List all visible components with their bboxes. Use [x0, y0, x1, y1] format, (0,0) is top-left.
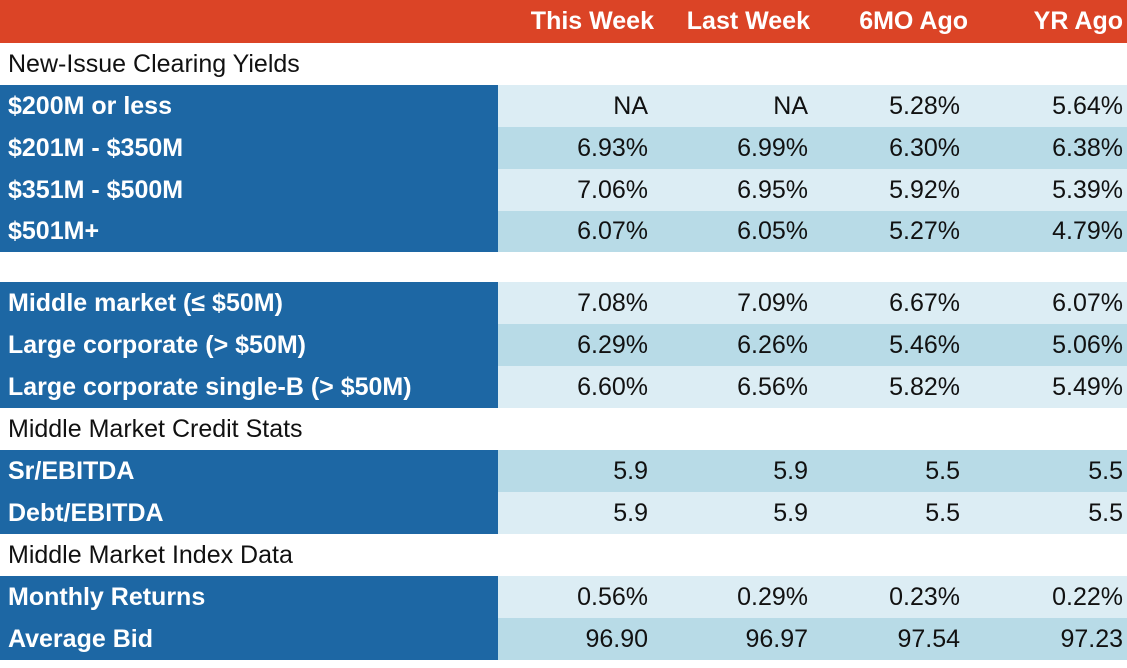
row-label: Middle market (≤ $50M) — [0, 282, 498, 324]
section-title-row: Middle Market Index Data — [0, 534, 1127, 576]
cell-yr-ago: 5.06% — [972, 324, 1127, 366]
row-label: Average Bid — [0, 618, 498, 660]
cell-this-week: NA — [498, 85, 658, 127]
cell-last-week: 96.97 — [658, 618, 814, 660]
cell-yr-ago: 4.79% — [972, 211, 1127, 253]
table-row: $200M or less NA NA 5.28% 5.64% — [0, 85, 1127, 127]
cell-yr-ago: 6.38% — [972, 127, 1127, 169]
table-row: Middle market (≤ $50M) 7.08% 7.09% 6.67%… — [0, 282, 1127, 324]
table-row: Average Bid 96.90 96.97 97.54 97.23 — [0, 618, 1127, 660]
cell-yr-ago: 5.5 — [972, 450, 1127, 492]
table-row: Large corporate single-B (> $50M) 6.60% … — [0, 366, 1127, 408]
cell-last-week: 7.09% — [658, 282, 814, 324]
cell-this-week: 5.9 — [498, 492, 658, 534]
cell-last-week: 5.9 — [658, 450, 814, 492]
cell-last-week: 6.99% — [658, 127, 814, 169]
spacer-cell — [0, 252, 1127, 282]
row-label: $201M - $350M — [0, 127, 498, 169]
cell-this-week: 7.06% — [498, 169, 658, 211]
cell-6mo-ago: 5.28% — [814, 85, 972, 127]
cell-yr-ago: 0.22% — [972, 576, 1127, 618]
cell-6mo-ago: 6.30% — [814, 127, 972, 169]
table-row: $351M - $500M 7.06% 6.95% 5.92% 5.39% — [0, 169, 1127, 211]
row-label: Sr/EBITDA — [0, 450, 498, 492]
row-label: $351M - $500M — [0, 169, 498, 211]
spacer-row — [0, 252, 1127, 282]
cell-this-week: 6.07% — [498, 211, 658, 253]
cell-last-week: 6.26% — [658, 324, 814, 366]
cell-last-week: 6.95% — [658, 169, 814, 211]
cell-this-week: 6.60% — [498, 366, 658, 408]
section-title-row: New-Issue Clearing Yields — [0, 43, 1127, 85]
header-last-week: Last Week — [686, 7, 810, 35]
row-label: Monthly Returns — [0, 576, 498, 618]
cell-last-week: 0.29% — [658, 576, 814, 618]
cell-6mo-ago: 5.46% — [814, 324, 972, 366]
cell-this-week: 7.08% — [498, 282, 658, 324]
cell-yr-ago: 5.64% — [972, 85, 1127, 127]
header-yr-ago: YR Ago — [1033, 7, 1123, 35]
cell-last-week: 5.9 — [658, 492, 814, 534]
row-label: Debt/EBITDA — [0, 492, 498, 534]
cell-yr-ago: 5.49% — [972, 366, 1127, 408]
row-label: Large corporate single-B (> $50M) — [0, 366, 498, 408]
section-title-row: Middle Market Credit Stats — [0, 408, 1127, 450]
cell-6mo-ago: 5.82% — [814, 366, 972, 408]
cell-yr-ago: 6.07% — [972, 282, 1127, 324]
row-label: Large corporate (> $50M) — [0, 324, 498, 366]
cell-this-week: 6.29% — [498, 324, 658, 366]
cell-6mo-ago: 5.27% — [814, 211, 972, 253]
cell-6mo-ago: 6.67% — [814, 282, 972, 324]
table-row: Monthly Returns 0.56% 0.29% 0.23% 0.22% — [0, 576, 1127, 618]
row-label: $501M+ — [0, 211, 498, 253]
cell-yr-ago: 97.23 — [972, 618, 1127, 660]
cell-6mo-ago: 5.5 — [814, 492, 972, 534]
table-row: $201M - $350M 6.93% 6.99% 6.30% 6.38% — [0, 127, 1127, 169]
cell-6mo-ago: 0.23% — [814, 576, 972, 618]
cell-this-week: 6.93% — [498, 127, 658, 169]
header-row: This Week Last Week 6MO Ago YR Ago — [0, 0, 1127, 43]
cell-last-week: NA — [658, 85, 814, 127]
row-label: $200M or less — [0, 85, 498, 127]
cell-this-week: 96.90 — [498, 618, 658, 660]
header-6mo-ago: 6MO Ago — [859, 7, 968, 35]
table-row: Debt/EBITDA 5.9 5.9 5.5 5.5 — [0, 492, 1127, 534]
section-title: New-Issue Clearing Yields — [8, 49, 300, 78]
cell-this-week: 5.9 — [498, 450, 658, 492]
table-row: $501M+ 6.07% 6.05% 5.27% 4.79% — [0, 211, 1127, 253]
cell-6mo-ago: 97.54 — [814, 618, 972, 660]
cell-yr-ago: 5.39% — [972, 169, 1127, 211]
cell-6mo-ago: 5.92% — [814, 169, 972, 211]
table-row: Large corporate (> $50M) 6.29% 6.26% 5.4… — [0, 324, 1127, 366]
header-cell-blank — [0, 0, 498, 43]
cell-last-week: 6.56% — [658, 366, 814, 408]
cell-this-week: 0.56% — [498, 576, 658, 618]
section-title: Middle Market Index Data — [8, 540, 293, 569]
table-row: Sr/EBITDA 5.9 5.9 5.5 5.5 — [0, 450, 1127, 492]
cell-6mo-ago: 5.5 — [814, 450, 972, 492]
cell-last-week: 6.05% — [658, 211, 814, 253]
cell-yr-ago: 5.5 — [972, 492, 1127, 534]
header-this-week: This Week — [530, 7, 654, 35]
section-title: Middle Market Credit Stats — [8, 414, 303, 443]
